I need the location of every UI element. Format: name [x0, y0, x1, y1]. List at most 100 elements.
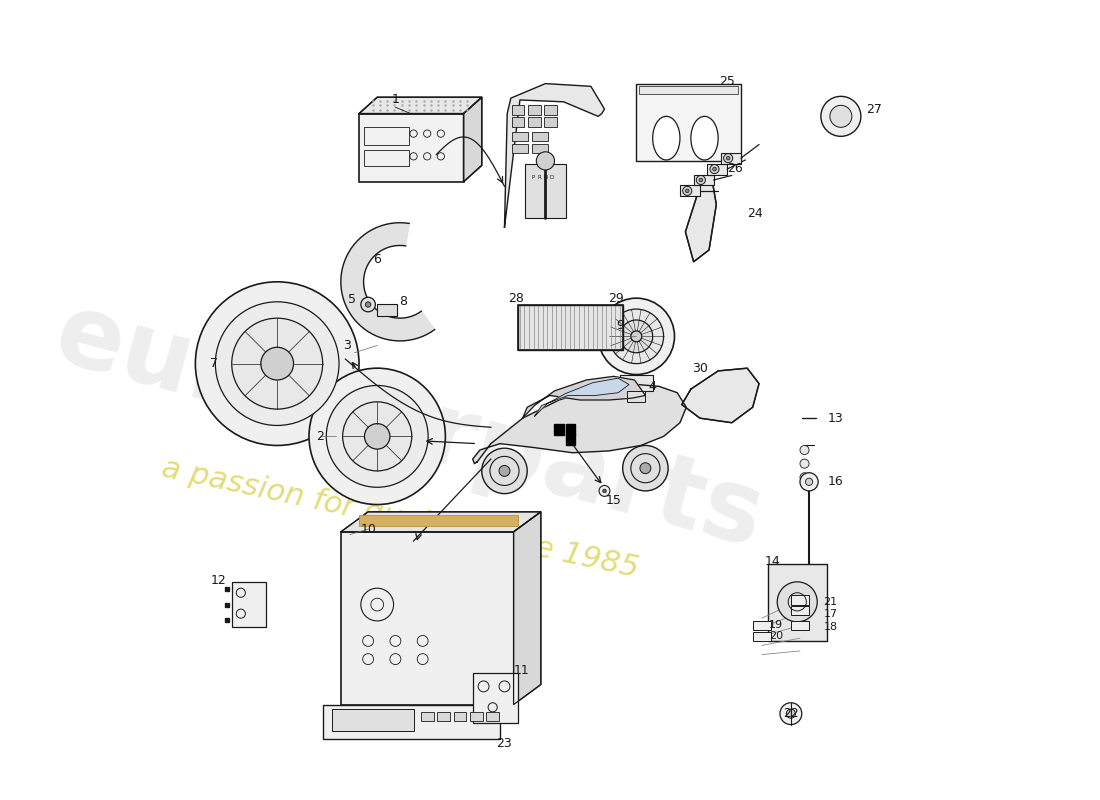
Text: 7: 7	[210, 357, 219, 370]
Bar	[232, 582, 266, 627]
Bar	[526, 164, 566, 218]
Text: 22: 22	[783, 707, 799, 720]
Text: 11: 11	[514, 665, 529, 678]
Text: 1: 1	[392, 94, 399, 106]
Bar	[707, 164, 727, 174]
Bar	[566, 434, 575, 445]
Circle shape	[700, 178, 703, 182]
Polygon shape	[682, 368, 759, 422]
Polygon shape	[535, 378, 629, 416]
Text: 17: 17	[824, 609, 838, 618]
Text: 23: 23	[496, 737, 513, 750]
Bar	[791, 606, 810, 615]
Ellipse shape	[691, 116, 718, 160]
Circle shape	[631, 331, 641, 342]
Bar	[512, 144, 528, 153]
Bar	[341, 532, 514, 705]
Bar	[627, 391, 646, 402]
Text: 9: 9	[616, 319, 624, 332]
Bar	[752, 632, 771, 641]
Bar	[364, 150, 409, 166]
Text: 8: 8	[398, 295, 407, 308]
Text: 5: 5	[348, 294, 355, 306]
Text: 20: 20	[769, 631, 783, 642]
Circle shape	[365, 302, 371, 307]
Text: 19: 19	[769, 621, 783, 630]
Text: 10: 10	[360, 522, 376, 536]
Circle shape	[724, 154, 733, 162]
Bar	[620, 374, 652, 391]
Bar	[359, 114, 463, 182]
Circle shape	[710, 165, 719, 174]
Bar	[377, 304, 397, 316]
Circle shape	[780, 702, 802, 725]
Bar	[791, 621, 810, 630]
Bar	[437, 712, 450, 721]
Circle shape	[216, 302, 339, 426]
Circle shape	[696, 175, 705, 185]
Text: 25: 25	[719, 75, 735, 88]
Polygon shape	[463, 98, 482, 182]
Text: 14: 14	[764, 555, 781, 568]
Text: 24: 24	[747, 207, 763, 220]
Circle shape	[364, 424, 389, 449]
Bar	[554, 424, 563, 434]
Text: 29: 29	[608, 292, 624, 305]
Text: 2: 2	[316, 430, 323, 443]
Bar	[473, 673, 518, 722]
Circle shape	[609, 309, 663, 364]
Polygon shape	[514, 512, 541, 705]
Polygon shape	[341, 512, 541, 532]
Bar	[791, 595, 810, 605]
Bar	[512, 105, 525, 114]
Text: 16: 16	[827, 475, 843, 488]
Bar	[421, 712, 433, 721]
Bar	[768, 564, 827, 641]
Text: R: R	[537, 174, 541, 180]
Bar	[518, 305, 623, 350]
Text: D: D	[550, 174, 554, 180]
Circle shape	[232, 318, 322, 409]
Bar	[544, 105, 558, 114]
Text: 12: 12	[210, 574, 225, 586]
Text: 30: 30	[692, 362, 708, 374]
Bar	[512, 132, 528, 141]
Circle shape	[800, 473, 818, 491]
Polygon shape	[522, 376, 646, 418]
Text: 13: 13	[827, 412, 843, 425]
Bar	[359, 515, 518, 526]
Bar	[636, 84, 741, 161]
Text: 4: 4	[649, 380, 657, 393]
Circle shape	[683, 186, 692, 195]
Circle shape	[598, 298, 674, 374]
Circle shape	[713, 167, 716, 171]
Text: 6: 6	[373, 253, 381, 266]
Circle shape	[620, 320, 652, 353]
Polygon shape	[359, 98, 482, 114]
Text: 18: 18	[824, 622, 838, 632]
Bar	[752, 621, 771, 630]
Polygon shape	[473, 384, 686, 464]
Circle shape	[499, 466, 510, 476]
Text: 21: 21	[824, 597, 838, 607]
Bar	[680, 186, 700, 196]
Bar	[470, 712, 483, 721]
Text: P: P	[531, 174, 535, 180]
Bar	[332, 709, 414, 731]
Circle shape	[623, 446, 668, 491]
Bar	[566, 424, 575, 434]
Circle shape	[800, 446, 810, 454]
Circle shape	[685, 189, 689, 193]
Bar	[528, 118, 541, 127]
Text: 26: 26	[727, 162, 742, 174]
Circle shape	[829, 106, 851, 127]
Bar	[453, 712, 466, 721]
Text: 28: 28	[508, 292, 525, 305]
Bar	[531, 132, 548, 141]
Bar	[518, 305, 623, 350]
Text: 27: 27	[867, 102, 882, 115]
Circle shape	[805, 478, 813, 486]
Bar	[528, 105, 541, 114]
Polygon shape	[505, 84, 605, 227]
Circle shape	[800, 459, 810, 468]
